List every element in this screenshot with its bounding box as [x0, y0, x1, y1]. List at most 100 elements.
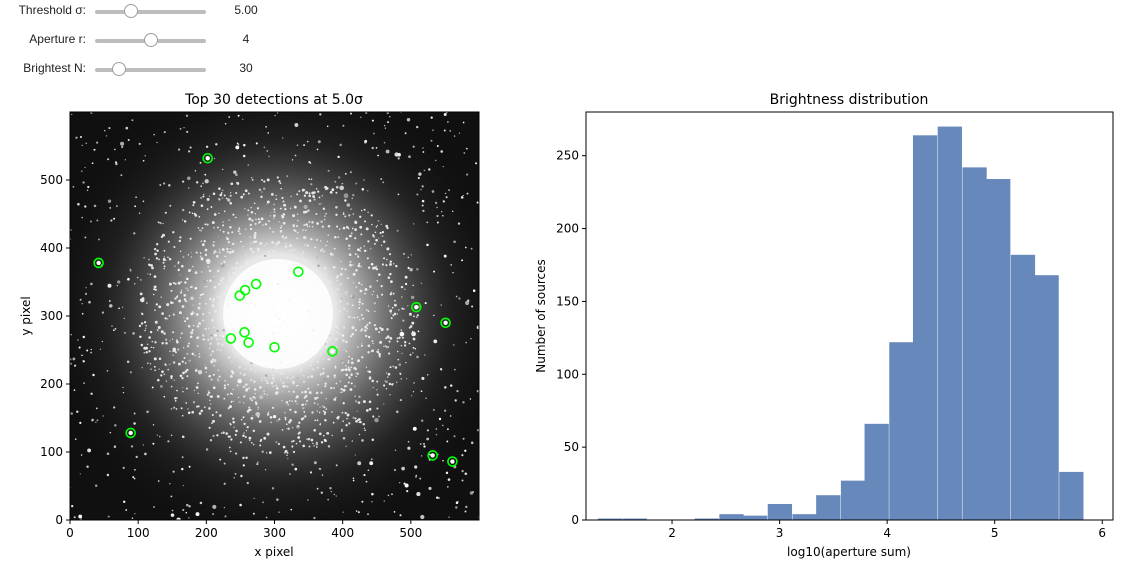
star-dot: [385, 149, 390, 154]
star-dot: [264, 254, 267, 257]
star-dot: [159, 384, 163, 388]
star-dot: [322, 207, 326, 211]
star-dot: [223, 462, 226, 465]
star-dot: [296, 376, 299, 380]
star-dot: [348, 253, 352, 257]
aperture-slider[interactable]: [95, 33, 206, 47]
star-dot: [411, 321, 415, 325]
star-dot: [90, 351, 93, 354]
star-dot: [364, 334, 368, 338]
star-dot: [178, 239, 182, 243]
brightest-slider-handle[interactable]: [112, 62, 127, 76]
aperture-slider-handle[interactable]: [143, 33, 158, 47]
star-dot: [340, 260, 342, 263]
detection-circle: [269, 341, 280, 353]
star-dot: [185, 114, 189, 117]
star-dot: [357, 401, 361, 404]
star-dot: [389, 293, 392, 296]
star-dot: [313, 445, 315, 447]
star-dot: [461, 469, 464, 473]
star-dot: [177, 348, 180, 351]
star-dot: [412, 426, 417, 431]
star-dot: [123, 500, 126, 503]
star-dot: [325, 340, 329, 344]
star-dot: [180, 281, 182, 283]
star-dot: [170, 408, 173, 410]
star-dot: [367, 240, 370, 243]
detection-star: [330, 349, 335, 354]
star-dot: [183, 347, 185, 349]
star-dot: [228, 446, 231, 449]
threshold-slider[interactable]: [95, 4, 206, 18]
star-dot: [114, 161, 118, 164]
star-dot: [153, 357, 157, 361]
star-dot: [157, 378, 160, 382]
star-dot: [362, 400, 366, 404]
star-dot: [363, 427, 366, 430]
star-dot: [328, 334, 331, 337]
star-dot: [189, 335, 193, 339]
star-dot: [389, 116, 391, 118]
star-dot: [266, 432, 270, 436]
star-dot: [113, 406, 116, 409]
star-dot: [354, 329, 357, 332]
star-dot: [346, 291, 348, 293]
star-dot: [367, 351, 370, 354]
brightest-slider[interactable]: [95, 62, 206, 76]
star-dot: [173, 379, 176, 381]
star-dot: [445, 196, 448, 199]
star-dot: [442, 200, 445, 203]
star-dot: [417, 177, 420, 179]
detection-star: [205, 156, 210, 161]
star-dot: [131, 119, 134, 122]
threshold-slider-handle[interactable]: [123, 4, 138, 18]
star-dot: [188, 517, 190, 519]
star-dot: [269, 415, 273, 419]
star-dot: [364, 429, 366, 432]
star-dot: [242, 464, 245, 467]
star-dot: [215, 295, 218, 297]
star-dot: [250, 416, 254, 420]
brightest-control: Brightest N: 30: [0, 58, 300, 80]
star-dot: [227, 383, 230, 386]
histogram-bar: [694, 518, 719, 520]
star-dot: [143, 346, 147, 350]
star-dot: [225, 197, 228, 200]
star-dot: [175, 339, 178, 342]
star-dot: [423, 445, 426, 448]
star-dot: [295, 237, 298, 240]
star-dot: [264, 367, 267, 370]
detection-circle: [243, 337, 254, 348]
star-dot: [298, 421, 301, 424]
detection-marker: [447, 456, 458, 467]
star-dot: [142, 200, 145, 203]
star-dot: [331, 188, 335, 192]
star-dot: [211, 413, 214, 417]
star-dot: [407, 256, 410, 259]
star-dot: [361, 302, 364, 305]
star-dot: [385, 372, 388, 374]
star-dot: [313, 191, 316, 194]
star-dot: [248, 406, 251, 409]
star-dot: [270, 381, 274, 385]
star-dot: [199, 161, 202, 164]
star-dot: [327, 234, 329, 236]
star-dot: [83, 382, 86, 385]
y-tick-label: 200: [556, 222, 579, 236]
star-dot: [256, 463, 259, 466]
star-dot: [208, 407, 211, 410]
star-dot: [242, 118, 244, 121]
star-dot: [227, 435, 230, 438]
star-dot: [356, 410, 358, 412]
star-dot: [202, 293, 204, 296]
star-dot: [363, 179, 365, 181]
star-dot: [104, 129, 106, 132]
star-dot: [171, 338, 174, 340]
star-dot: [222, 276, 225, 280]
star-dot: [279, 230, 283, 233]
star-dot: [188, 342, 190, 345]
star-dot: [354, 237, 357, 240]
star-dot: [163, 268, 165, 270]
star-dot: [181, 467, 184, 471]
star-dot: [204, 173, 207, 176]
